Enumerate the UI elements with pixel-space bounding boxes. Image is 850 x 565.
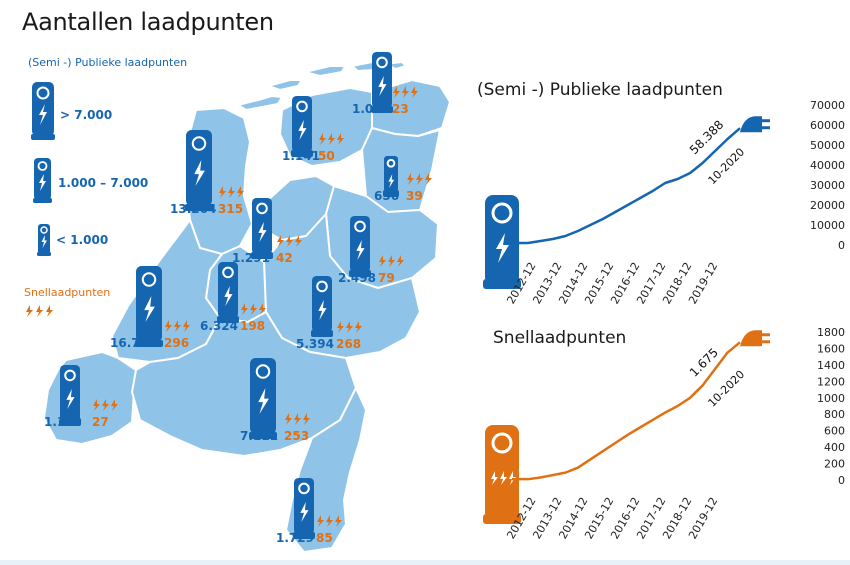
province-public-count: 13.264: [170, 202, 216, 216]
annotation-date: 10-2020: [706, 145, 748, 187]
fast-bolt-icon: [337, 321, 362, 333]
y-tick-label: 600: [824, 425, 845, 438]
province-fast-count: 85: [316, 531, 333, 545]
province-drenthe: [361, 127, 441, 213]
province-fast-count: 27: [92, 415, 109, 429]
map-outline: [43, 61, 451, 553]
legend-size-medium: 1.000 – 7.000: [58, 176, 149, 190]
province-marker: 7.111 253: [240, 358, 310, 443]
province-fast-count: 268: [336, 337, 361, 351]
legend-size-small: < 1.000: [56, 233, 109, 247]
province-public-count: 656: [374, 189, 399, 203]
province-public-count: 2.498: [338, 271, 376, 285]
province-fast-count: 42: [276, 251, 293, 265]
legend-icon-small: [37, 224, 51, 256]
legend-public-title: (Semi -) Publieke laadpunten: [28, 56, 188, 69]
island-texel: [237, 95, 283, 111]
charger-icon: [384, 156, 398, 192]
fast-bolt-icon: [285, 413, 310, 425]
fast-bolt-icon: [219, 186, 244, 198]
y-tick-label: 1000: [817, 392, 845, 405]
province-marker: 2.498 79: [338, 216, 404, 285]
chart-fast-title: Snellaadpunten: [493, 328, 627, 348]
province-public-count: 1.189: [44, 415, 82, 429]
fast-bolt-icon: [93, 399, 118, 411]
province-public-count: 7.111: [240, 429, 278, 443]
fast-bolt-icon: [393, 86, 418, 98]
province-fast-count: 39: [406, 189, 423, 203]
province-marker: 656 39: [374, 156, 432, 203]
province-fast-count: 79: [378, 271, 395, 285]
province-fast-count: 50: [318, 149, 335, 163]
province-fast-count: 198: [240, 319, 265, 333]
fast-bolt-icon: [407, 173, 432, 185]
province-public-count: 5.394: [296, 337, 334, 351]
legend-icon-large: [31, 82, 55, 140]
province-fast-count: 253: [284, 429, 309, 443]
y-tick-label: 30000: [810, 179, 845, 192]
y-tick-label: 400: [824, 441, 845, 454]
fast-bolt-icon: [319, 133, 344, 145]
province-marker: 16.740 296: [110, 266, 190, 350]
y-tick-label: 10000: [810, 219, 845, 232]
y-tick-label: 800: [824, 408, 845, 421]
province-public-count: 1.729: [276, 531, 314, 545]
province-noord-brabant: [131, 311, 357, 457]
chart-charger-icon: [483, 425, 521, 524]
annotation-value: 58.388: [687, 118, 727, 158]
y-tick-label: 60000: [810, 119, 845, 132]
province-public-count: 6.324: [200, 319, 238, 333]
province-public-count: 1.291: [232, 251, 270, 265]
y-tick-label: 1400: [817, 359, 845, 372]
fast-bolt-icon: [241, 303, 266, 315]
legend-size-large: > 7.000: [60, 108, 113, 122]
y-tick-label: 40000: [810, 159, 845, 172]
province-marker: 1.291 42: [232, 198, 302, 265]
legend-bolt-icon: [26, 305, 53, 317]
series-line: [512, 127, 741, 245]
province-marker: 5.394 268: [296, 276, 362, 351]
province-zeeland: [43, 351, 137, 445]
province-marker: 1.729 85: [276, 478, 342, 545]
footer-strip: [0, 560, 850, 565]
fast-bolt-icon: [379, 255, 404, 267]
province-marker: 6.324 198: [200, 262, 266, 333]
y-tick-label: 50000: [810, 139, 845, 152]
plug-icon: [740, 116, 770, 133]
province-fast-count: 296: [164, 336, 189, 350]
y-tick-label: 0: [838, 474, 845, 487]
fast-bolt-icon: [277, 235, 302, 247]
province-public-count: 1.051: [352, 102, 390, 116]
y-tick-label: 0: [838, 239, 845, 252]
fast-bolt-icon: [165, 320, 190, 332]
y-tick-label: 1200: [817, 375, 845, 388]
fast-bolt-icon: [317, 515, 342, 527]
y-tick-label: 20000: [810, 199, 845, 212]
annotation-value: 1.675: [687, 345, 721, 379]
province-marker: 1.189 27: [44, 365, 118, 429]
province-fast-count: 315: [218, 202, 243, 216]
y-tick-label: 200: [824, 458, 845, 471]
legend-fast-title: Snellaadpunten: [24, 286, 111, 299]
island-terschelling: [304, 65, 346, 77]
legend-icon-medium: [33, 158, 52, 203]
chart-fast: 0200400600800100012001400160018001.67510…: [483, 326, 845, 541]
province-public-count: 16.740: [110, 336, 156, 350]
province-marker: 1.051 23: [352, 52, 418, 116]
y-tick-label: 70000: [810, 99, 845, 112]
province-public-count: 1.141: [282, 149, 320, 163]
plug-icon: [740, 330, 770, 347]
series-line: [512, 341, 741, 481]
chart-public-title: (Semi -) Publieke laadpunten: [477, 80, 723, 100]
province-fast-count: 23: [392, 102, 409, 116]
chart-charger-icon: [483, 195, 521, 289]
page-title: Aantallen laadpunten: [22, 8, 274, 36]
island-vlieland: [267, 79, 303, 91]
chart-public: 0 10000 20000 30000 40000 50000 60000 70000 58.3…: [483, 99, 845, 306]
province-marker: 13.264 315: [170, 130, 244, 216]
y-tick-label: 1800: [817, 326, 845, 339]
y-tick-label: 1600: [817, 342, 845, 355]
